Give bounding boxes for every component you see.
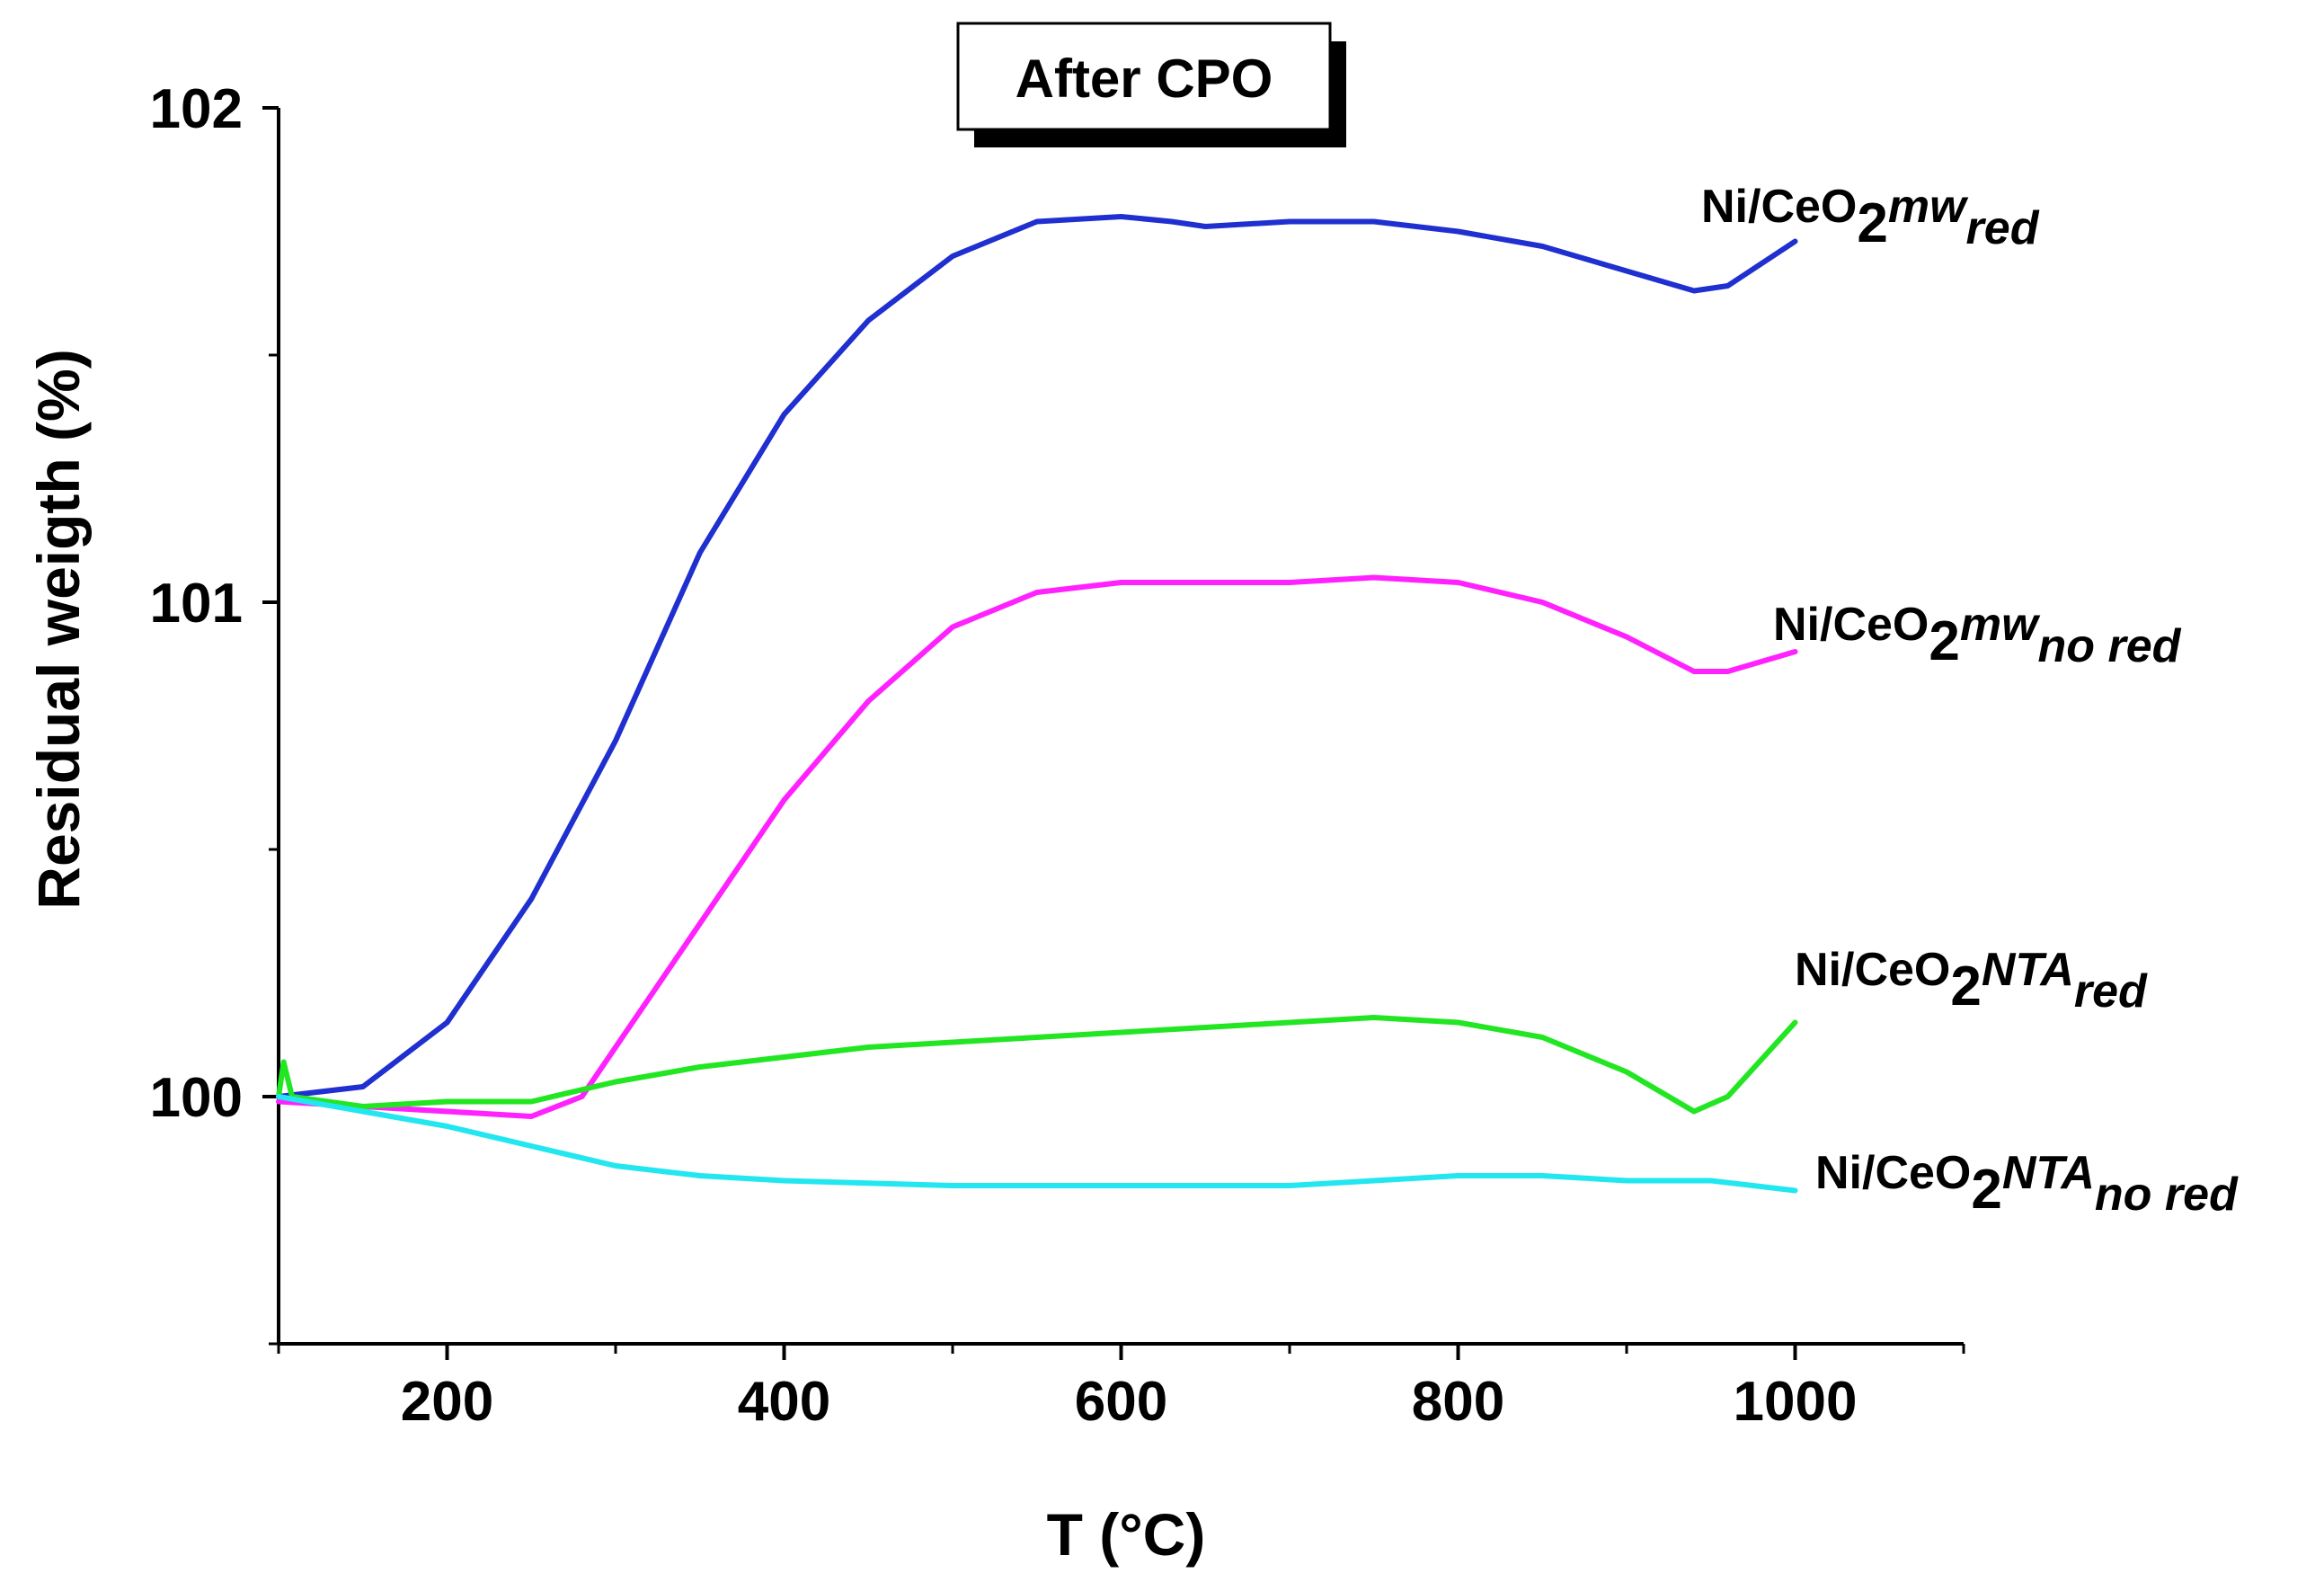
x-tick-label: 200 bbox=[401, 1371, 493, 1433]
x-tick-label: 400 bbox=[738, 1371, 830, 1433]
series-layer bbox=[276, 214, 1798, 1194]
series-label-2: Ni/CeO2mwno red bbox=[1773, 599, 2182, 672]
series-label-1: Ni/CeO2mwred bbox=[1701, 181, 2040, 254]
y-tick-label: 102 bbox=[150, 78, 243, 140]
title-box-frame bbox=[956, 22, 1332, 131]
x-tick-label: 800 bbox=[1412, 1371, 1504, 1433]
chart-title-box: After CPO bbox=[956, 22, 1346, 147]
series-line-2 bbox=[276, 574, 1798, 1119]
y-tick-label: 101 bbox=[150, 573, 243, 635]
series-labels: Ni/CeO2mwred Ni/CeO2mwno red Ni/CeO2NTAred… bbox=[1701, 181, 2239, 1221]
series-label-4: Ni/CeO2NTAno red bbox=[1815, 1147, 2239, 1221]
x-tick-label: 1000 bbox=[1734, 1371, 1858, 1433]
series-line-4 bbox=[276, 1094, 1798, 1194]
y-tick-label: 100 bbox=[150, 1067, 243, 1129]
x-tick-label: 600 bbox=[1075, 1371, 1167, 1433]
series-line-1 bbox=[276, 214, 1798, 1099]
x-axis-title: T (°C) bbox=[1047, 1501, 1206, 1568]
chart-axes: 200 400 600 800 1000 100 101 102 bbox=[150, 78, 1965, 1433]
y-axis-title: Residual weigth (%) bbox=[25, 349, 92, 909]
axis-ticks: 200 400 600 800 1000 100 101 102 bbox=[150, 78, 1965, 1433]
series-line-3 bbox=[276, 1015, 1798, 1115]
chart-title: After CPO bbox=[1016, 49, 1273, 109]
series-label-3: Ni/CeO2NTAred bbox=[1795, 944, 2148, 1018]
